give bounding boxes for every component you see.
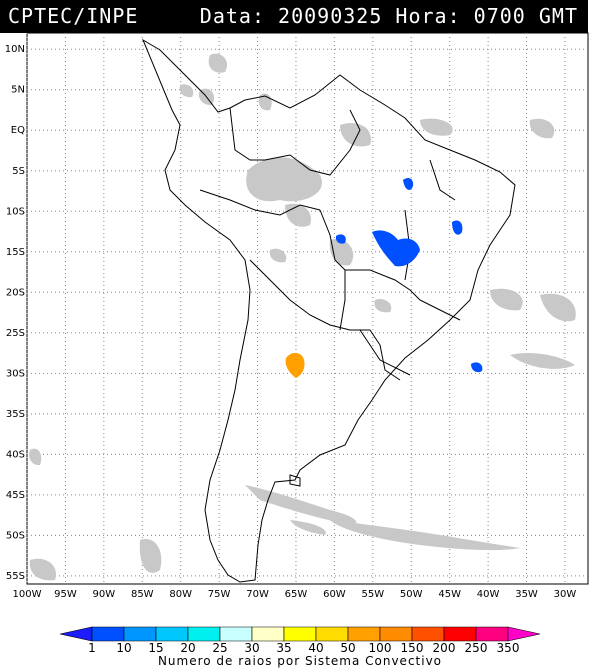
lightning-cluster-argentina (285, 352, 305, 378)
colorbar-label: 30 (244, 641, 259, 655)
lat-label: 50S (6, 530, 25, 541)
lightning-cluster-mato-grosso (335, 234, 346, 244)
colorbar-label: 15 (148, 641, 163, 655)
lon-label: 80W (169, 589, 192, 600)
lat-label: 25S (6, 328, 25, 339)
lon-label: 35W (515, 589, 538, 600)
colorbar-labels: 1 10 15 20 25 30 35 40 50 100 150 200 250 350 (88, 641, 519, 655)
lightning-cluster-bahia (452, 220, 463, 235)
lat-label: 10S (6, 206, 25, 217)
colorbar-label: 10 (116, 641, 131, 655)
colorbar-segment (123, 626, 157, 642)
lat-label: 45S (6, 490, 25, 501)
colorbar-segment (379, 626, 413, 642)
colorbar-label: 35 (276, 641, 291, 655)
header-org: CPTEC/INPE (8, 4, 139, 28)
lat-label: 40S (6, 449, 25, 460)
latitude-labels: 10N 5N EQ 5S 10S 15S 20S 25S 30S 35S 40S 45S 50S 55S (5, 44, 25, 582)
colorbar-segment (411, 626, 445, 642)
lightning-cluster-atlantic (471, 362, 483, 373)
colorbar-label: 100 (369, 641, 392, 655)
lat-label: 30S (6, 368, 25, 379)
lon-label: 90W (93, 589, 116, 600)
lat-label: 35S (6, 409, 25, 420)
lon-label: 45W (438, 589, 461, 600)
colorbar-label: 200 (433, 641, 456, 655)
lon-label: 40W (477, 589, 500, 600)
colorbar-segment (155, 626, 189, 642)
colorbar-label: 50 (340, 641, 355, 655)
lon-label: 50W (400, 589, 423, 600)
lat-label: 15S (6, 247, 25, 258)
lon-label: 30W (554, 589, 577, 600)
lat-label: 5S (12, 166, 25, 177)
colorbar-segment (443, 626, 477, 642)
colorbar-caption: Numero de raios por Sistema Convectivo (157, 654, 443, 668)
colorbar-label: 250 (465, 641, 488, 655)
header-datetime: Data: 20090325 Hora: 0700 GMT (199, 4, 578, 28)
colorbar-segment (251, 626, 285, 642)
colorbar-label: 350 (497, 641, 520, 655)
lon-label: 60W (323, 589, 346, 600)
lon-label: 75W (208, 589, 231, 600)
colorbar-segment (347, 626, 381, 642)
lat-label: 55S (6, 571, 25, 582)
lon-label: 70W (246, 589, 269, 600)
lat-label: 20S (6, 287, 25, 298)
colorbar-label: 1 (88, 641, 96, 655)
lightning-cluster-central-brazil (372, 230, 420, 267)
lon-label: 100W (13, 589, 42, 600)
colorbar-segment (475, 626, 509, 642)
colorbar-label: 40 (308, 641, 323, 655)
colorbar-segment (507, 626, 541, 642)
colorbar-label: 25 (212, 641, 227, 655)
colorbar-segment (91, 626, 125, 642)
lon-label: 55W (362, 589, 385, 600)
lon-label: 65W (285, 589, 308, 600)
boundaries (141, 38, 516, 583)
lat-label: 5N (11, 85, 25, 96)
lightning-clusters (285, 178, 483, 378)
map-header: CPTEC/INPE Data: 20090325 Hora: 0700 GMT (0, 0, 588, 33)
lat-label: EQ (11, 125, 25, 136)
map-frame (26, 32, 589, 585)
colorbar-label: 150 (401, 641, 424, 655)
colorbar-segment (219, 626, 253, 642)
colorbar-segment (315, 626, 349, 642)
cloud-cover (29, 53, 576, 581)
colorbar (59, 626, 541, 642)
lightning-cluster-para (403, 178, 414, 190)
colorbar-label: 20 (180, 641, 195, 655)
colorbar-segment (59, 626, 93, 642)
lon-label: 85W (131, 589, 154, 600)
longitude-labels: 100W 95W 90W 85W 80W 75W 70W 65W 60W 55W 50W 45W 40W… (13, 589, 577, 600)
colorbar-segment (283, 626, 317, 642)
colorbar-segment (187, 626, 221, 642)
lon-label: 95W (54, 589, 77, 600)
lat-label: 10N (5, 44, 25, 55)
